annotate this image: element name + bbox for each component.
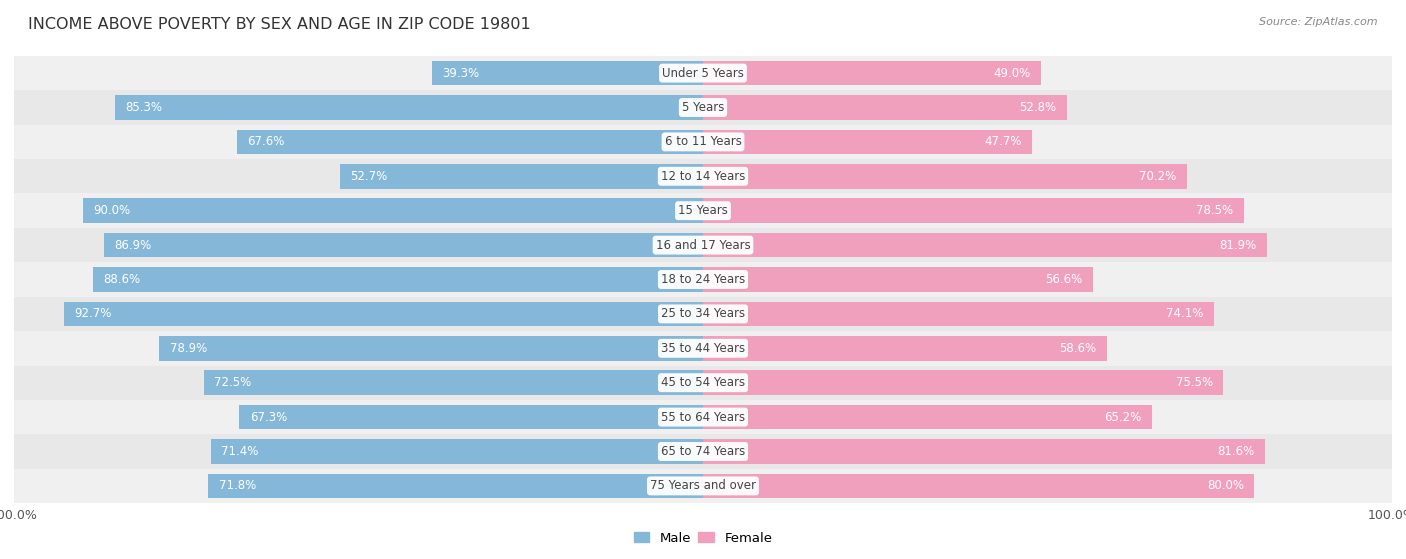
Bar: [204, 370, 703, 395]
Bar: [238, 130, 703, 154]
Bar: [14, 56, 1392, 91]
Bar: [703, 61, 1040, 86]
Bar: [340, 164, 703, 189]
Bar: [703, 233, 1267, 258]
Text: 86.9%: 86.9%: [115, 239, 152, 252]
Bar: [14, 331, 1392, 366]
Bar: [65, 301, 703, 326]
Text: 6 to 11 Years: 6 to 11 Years: [665, 135, 741, 148]
Text: 75.5%: 75.5%: [1175, 376, 1213, 389]
Text: 39.3%: 39.3%: [443, 67, 479, 79]
Bar: [104, 233, 703, 258]
Bar: [115, 95, 703, 120]
Text: 49.0%: 49.0%: [993, 67, 1031, 79]
Bar: [14, 91, 1392, 125]
Bar: [93, 267, 703, 292]
Text: 75 Years and over: 75 Years and over: [650, 480, 756, 492]
Text: 56.6%: 56.6%: [1045, 273, 1083, 286]
Bar: [703, 164, 1187, 189]
Text: 18 to 24 Years: 18 to 24 Years: [661, 273, 745, 286]
Text: 67.3%: 67.3%: [250, 411, 287, 424]
Text: 74.1%: 74.1%: [1166, 307, 1204, 320]
Bar: [703, 336, 1107, 361]
Text: 5 Years: 5 Years: [682, 101, 724, 114]
Bar: [159, 336, 703, 361]
Bar: [14, 228, 1392, 262]
Text: 81.6%: 81.6%: [1218, 445, 1254, 458]
Bar: [703, 439, 1265, 464]
Bar: [14, 468, 1392, 503]
Text: 16 and 17 Years: 16 and 17 Years: [655, 239, 751, 252]
Text: 65.2%: 65.2%: [1105, 411, 1142, 424]
Text: 47.7%: 47.7%: [984, 135, 1021, 148]
Bar: [14, 159, 1392, 193]
Text: 67.6%: 67.6%: [247, 135, 285, 148]
Text: Under 5 Years: Under 5 Years: [662, 67, 744, 79]
Text: 70.2%: 70.2%: [1139, 170, 1177, 183]
Bar: [703, 370, 1223, 395]
Bar: [14, 125, 1392, 159]
Text: 65 to 74 Years: 65 to 74 Years: [661, 445, 745, 458]
Bar: [703, 198, 1244, 223]
Bar: [14, 297, 1392, 331]
Bar: [14, 434, 1392, 468]
Text: 92.7%: 92.7%: [75, 307, 112, 320]
Bar: [703, 130, 1032, 154]
Text: 80.0%: 80.0%: [1206, 480, 1244, 492]
Legend: Male, Female: Male, Female: [628, 527, 778, 550]
Text: 58.6%: 58.6%: [1059, 342, 1097, 355]
Bar: [432, 61, 703, 86]
Text: 55 to 64 Years: 55 to 64 Years: [661, 411, 745, 424]
Bar: [83, 198, 703, 223]
Bar: [703, 473, 1254, 498]
Text: 45 to 54 Years: 45 to 54 Years: [661, 376, 745, 389]
Bar: [239, 405, 703, 429]
Text: 78.5%: 78.5%: [1197, 204, 1233, 217]
Bar: [14, 366, 1392, 400]
Bar: [14, 193, 1392, 228]
Text: INCOME ABOVE POVERTY BY SEX AND AGE IN ZIP CODE 19801: INCOME ABOVE POVERTY BY SEX AND AGE IN Z…: [28, 17, 531, 32]
Text: 52.7%: 52.7%: [350, 170, 388, 183]
Text: 12 to 14 Years: 12 to 14 Years: [661, 170, 745, 183]
Text: 72.5%: 72.5%: [214, 376, 252, 389]
Text: 52.8%: 52.8%: [1019, 101, 1056, 114]
Bar: [703, 405, 1152, 429]
Bar: [14, 400, 1392, 434]
Text: 78.9%: 78.9%: [170, 342, 207, 355]
Text: Source: ZipAtlas.com: Source: ZipAtlas.com: [1260, 17, 1378, 27]
Text: 71.8%: 71.8%: [219, 480, 256, 492]
Bar: [208, 473, 703, 498]
Bar: [211, 439, 703, 464]
Text: 35 to 44 Years: 35 to 44 Years: [661, 342, 745, 355]
Bar: [703, 267, 1092, 292]
Bar: [14, 262, 1392, 297]
Bar: [703, 95, 1067, 120]
Text: 88.6%: 88.6%: [103, 273, 141, 286]
Text: 85.3%: 85.3%: [125, 101, 163, 114]
Text: 25 to 34 Years: 25 to 34 Years: [661, 307, 745, 320]
Text: 90.0%: 90.0%: [93, 204, 131, 217]
Text: 71.4%: 71.4%: [221, 445, 259, 458]
Text: 81.9%: 81.9%: [1219, 239, 1257, 252]
Text: 15 Years: 15 Years: [678, 204, 728, 217]
Bar: [703, 301, 1213, 326]
